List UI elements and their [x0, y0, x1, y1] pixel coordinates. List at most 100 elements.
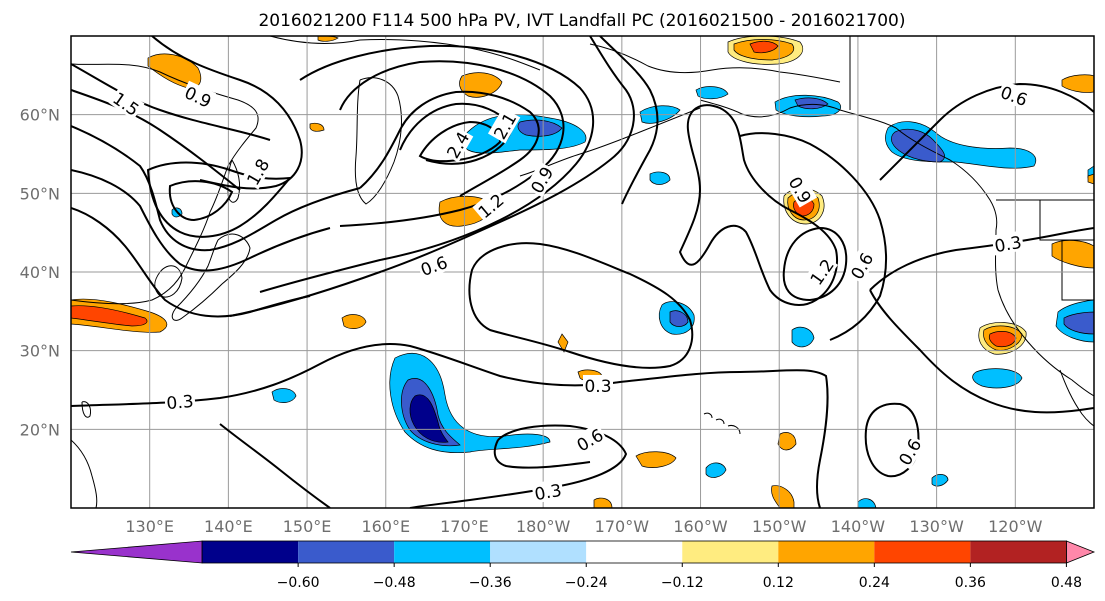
contour-label-bg	[804, 253, 838, 290]
canada-border	[849, 36, 1094, 301]
gridlines	[71, 36, 1094, 508]
shade-lightblue-region	[931, 474, 949, 487]
contour-label-bg	[571, 422, 608, 456]
pv-contour	[869, 289, 1094, 414]
philippines-coastline	[71, 439, 98, 508]
contour-label: 0.3	[991, 230, 1025, 257]
contour-label-bg	[180, 80, 217, 112]
pv-contour	[359, 90, 540, 197]
alaska-west-coastline	[589, 43, 841, 83]
colorbar-labels: −0.60 −0.48 −0.36 −0.24 −0.12 0.12 0.24 0.36 0.4…	[277, 563, 1082, 591]
pv-contour	[71, 169, 331, 272]
colorbar-segment	[874, 541, 971, 563]
colorbar-segment	[298, 541, 395, 563]
hawaii-islands	[703, 412, 741, 435]
shade-blue-region	[891, 128, 945, 163]
pv-contour	[599, 36, 659, 205]
colorbar-tick-label: −0.12	[661, 575, 704, 591]
pv-contour	[409, 424, 628, 508]
shade-lightblue-region	[649, 171, 671, 185]
colorbar-tick-label: 0.24	[859, 575, 890, 591]
pv-contour	[739, 132, 887, 341]
pv-contour	[71, 125, 361, 252]
shade-orange-region	[1061, 74, 1094, 93]
shade-navy-region	[409, 394, 449, 443]
pv-contour	[782, 226, 848, 302]
pv-contour	[71, 89, 241, 191]
pv-contour	[493, 439, 591, 469]
colorbar-tick-label: −0.60	[277, 575, 320, 591]
pv-contour	[339, 60, 565, 227]
contour-label-bg	[240, 153, 274, 190]
colorbar-segment	[586, 541, 683, 563]
pv-contour	[168, 180, 234, 222]
shade-orange-region	[777, 432, 797, 451]
korea-coastline	[154, 265, 183, 298]
shade-lightblue-region	[857, 498, 877, 508]
lat-tick-label: 60°N	[20, 106, 60, 125]
shade-orange-region	[771, 485, 795, 508]
contour-label-text: 0.3	[584, 377, 611, 397]
contour-label: 0.3	[531, 478, 565, 505]
lon-tick-label: 160°E	[361, 517, 410, 536]
lon-tick-label: 160°W	[673, 517, 728, 536]
colorbar-tick-label: 0.36	[955, 575, 986, 591]
contour-label: 0.6	[416, 250, 452, 281]
shade-blue-region	[794, 97, 829, 110]
lon-tick-label: 130°W	[909, 517, 964, 536]
siberia-north-coastline	[269, 36, 541, 71]
shade-lightblue-region	[972, 368, 1023, 389]
shade-orange-region	[309, 122, 325, 132]
pv-contour	[468, 242, 694, 369]
shade-blue-region	[669, 310, 689, 327]
pv-contour	[418, 120, 502, 163]
aleutian-islands	[519, 107, 701, 177]
map-frame	[70, 35, 1095, 509]
lon-tick-label: 120°W	[988, 517, 1043, 536]
shade-blue-region	[1063, 311, 1094, 335]
contour-label: 0.6	[996, 80, 1032, 111]
contour-label-bg	[164, 389, 196, 413]
contour-label-text: 0.3	[166, 392, 195, 414]
contour-label: 2.1	[487, 107, 521, 144]
colorbar-outline	[201, 540, 1067, 564]
pv-contour	[219, 423, 331, 508]
shade-orange-region	[147, 53, 202, 89]
map-title: 2016021200 F114 500 hPa PV, IVT Landfall…	[258, 11, 905, 31]
pv-contour	[71, 63, 271, 141]
contour-label-bg	[844, 247, 878, 284]
british-columbia-coastline	[895, 127, 998, 231]
lon-tick-label: 150°W	[752, 517, 807, 536]
shade-red-region	[71, 305, 148, 327]
contour-label-bg	[416, 250, 452, 280]
colorbar-tick-label: −0.48	[373, 575, 416, 591]
lat-tick-label: 30°N	[20, 342, 60, 361]
shade-orange-region	[593, 497, 613, 508]
pv-contour	[146, 161, 293, 238]
contour-label-bg	[996, 80, 1032, 110]
shade-lightblue-region	[705, 462, 727, 478]
contour-label-bg	[531, 478, 565, 504]
contour-label-bg	[487, 107, 521, 144]
lon-tick-label: 150°E	[283, 517, 332, 536]
colorbar-tick-label: 0.48	[1051, 575, 1082, 591]
colorbar-segment	[202, 541, 299, 563]
shade-red-region	[749, 40, 779, 54]
coastlines	[71, 36, 1094, 508]
contour-label: 0.3	[583, 375, 613, 397]
lat-tick-label: 40°N	[20, 263, 60, 282]
shade-lightblue-region	[271, 388, 297, 403]
colorbar-segment	[394, 541, 491, 563]
lat-tick-label: 20°N	[20, 420, 60, 439]
contour-label: 0.3	[164, 389, 196, 414]
lon-tick-label: 130°E	[125, 517, 174, 536]
contour-label-bg	[108, 86, 145, 120]
lon-tick-label: 170°E	[440, 517, 489, 536]
shade-red-region	[988, 331, 1017, 348]
shade-lightblue-region	[695, 86, 729, 100]
shade-orange-region	[635, 451, 677, 468]
japan-coastline	[171, 233, 251, 321]
pv-contour	[259, 44, 594, 293]
pv-contours	[71, 36, 1094, 508]
contour-label-bg	[583, 375, 613, 395]
